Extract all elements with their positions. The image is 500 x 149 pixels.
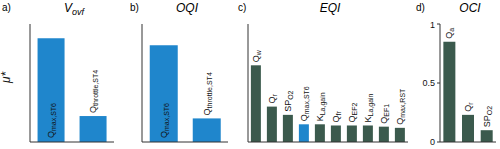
svg-text:Qr: Qr [267,94,278,104]
svg-text:Qmax,ST6: Qmax,ST6 [299,86,310,121]
svg-text:Qmax,ST6: Qmax,ST6 [159,103,170,138]
html-text:b): b) [130,2,139,13]
svg-text:1: 1 [430,20,435,30]
svg-text:Qthrottle,ST4: Qthrottle,ST4 [202,72,213,115]
html-text:EQI: EQI [319,1,341,15]
svg-text:Qa: Qa [444,28,455,39]
html-text:Vovf: Vovf [64,1,84,18]
svg-text:SPO2: SPO2 [283,90,294,111]
svg-text:KLa,gain: KLa,gain [315,92,327,121]
svg-text:KLa,gain: KLa,gain [363,93,375,122]
svg-text:Qr: Qr [463,102,474,112]
html-text:c): c) [238,2,247,13]
html-text:OQI: OQI [176,1,198,15]
svg-text:Qthrottle,ST4: Qthrottle,ST4 [88,70,99,113]
html-text:a): a) [2,2,11,13]
svg-text:SPO2: SPO2 [482,106,492,127]
svg-text:0: 0 [430,137,435,147]
svg-text:0.5: 0.5 [422,78,435,88]
svg-text:Qw: Qw [251,49,262,62]
svg-text:Qmax,ST6: Qmax,ST6 [46,103,57,138]
svg-text:QEF2: QEF2 [347,103,358,123]
svg-text:QEF1: QEF1 [379,104,390,124]
svg-text:Qmax,RST: Qmax,RST [395,88,406,125]
svg-text:Qfr: Qfr [331,111,342,123]
svg-text:μ*: μ* [8,71,13,84]
html-text:d): d) [416,2,425,13]
html-text:OCI: OCI [459,1,481,15]
